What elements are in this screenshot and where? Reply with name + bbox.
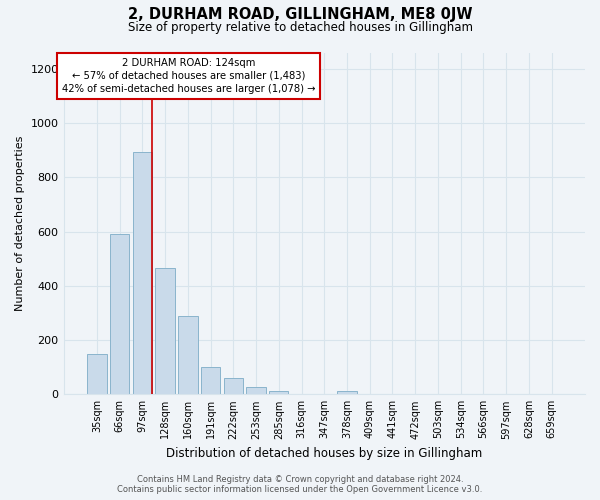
Bar	[247, 386, 266, 394]
Text: 2 DURHAM ROAD: 124sqm
← 57% of detached houses are smaller (1,483)
42% of semi-d: 2 DURHAM ROAD: 124sqm ← 57% of detached …	[62, 58, 316, 94]
Bar	[224, 378, 243, 394]
Bar	[133, 152, 152, 394]
Bar	[201, 367, 220, 394]
Bar	[337, 391, 356, 394]
Y-axis label: Number of detached properties: Number of detached properties	[15, 136, 25, 311]
X-axis label: Distribution of detached houses by size in Gillingham: Distribution of detached houses by size …	[166, 447, 482, 460]
Text: 2, DURHAM ROAD, GILLINGHAM, ME8 0JW: 2, DURHAM ROAD, GILLINGHAM, ME8 0JW	[128, 8, 472, 22]
Bar	[269, 391, 289, 394]
Text: Contains HM Land Registry data © Crown copyright and database right 2024.
Contai: Contains HM Land Registry data © Crown c…	[118, 474, 482, 494]
Bar	[87, 354, 107, 395]
Bar	[178, 316, 197, 394]
Text: Size of property relative to detached houses in Gillingham: Size of property relative to detached ho…	[128, 21, 473, 34]
Bar	[155, 268, 175, 394]
Bar	[110, 234, 130, 394]
